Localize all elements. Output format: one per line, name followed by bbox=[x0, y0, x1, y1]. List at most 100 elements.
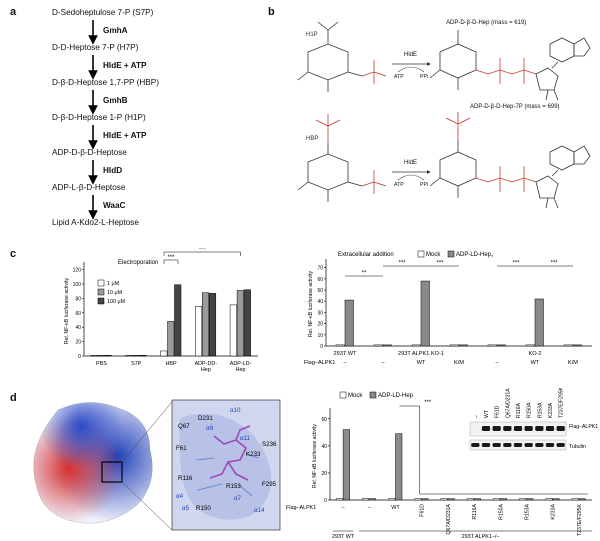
protein-surface bbox=[33, 401, 173, 531]
bar bbox=[473, 498, 481, 501]
blot-band bbox=[513, 443, 523, 447]
panel-label-c: c bbox=[10, 248, 17, 260]
significance-label: *** bbox=[512, 261, 520, 267]
bar bbox=[458, 344, 468, 347]
residue-label: α11 bbox=[240, 435, 251, 442]
bar bbox=[243, 289, 251, 357]
bar bbox=[160, 350, 168, 357]
blot-lane-label: WT bbox=[484, 410, 490, 418]
legend-swatch bbox=[447, 250, 455, 258]
blot-band bbox=[535, 443, 544, 447]
bar bbox=[534, 298, 544, 347]
panel-label-d: d bbox=[10, 392, 17, 404]
significance-label: *** bbox=[550, 261, 558, 267]
bar bbox=[209, 293, 217, 357]
legend-label: Mock bbox=[426, 252, 441, 258]
blot-row-label: Flag–ALPK1 bbox=[569, 424, 598, 430]
bar bbox=[487, 344, 497, 347]
category-label: ADP-DD- bbox=[195, 361, 218, 367]
bar bbox=[496, 344, 506, 347]
bar bbox=[563, 344, 573, 347]
flag-label: – bbox=[343, 360, 347, 366]
blot-lane-label: K233A bbox=[548, 402, 554, 418]
blot-band bbox=[481, 426, 491, 431]
enzyme-label: HldE bbox=[404, 160, 418, 166]
category-label: PBS bbox=[96, 361, 107, 367]
blot-band bbox=[524, 426, 533, 431]
residue-label: F61 bbox=[176, 445, 187, 452]
flag-label: K233A bbox=[551, 503, 557, 519]
significance-label: *** bbox=[398, 261, 406, 267]
blot-band bbox=[471, 443, 480, 447]
y-tick-label: 0 bbox=[324, 498, 327, 504]
cofactor-label: PPi bbox=[420, 74, 429, 80]
chart-annotation: Electroporation bbox=[118, 260, 158, 266]
bar bbox=[526, 498, 534, 501]
y-tick-label: 0 bbox=[320, 344, 323, 350]
bar bbox=[447, 498, 455, 501]
flag-row-label: Flag–ALPK1 bbox=[286, 505, 316, 511]
pathway-step: D-β-D-Heptose 1,7-PP (HBP) bbox=[52, 78, 159, 87]
residue-label: α7 bbox=[234, 495, 242, 502]
y-axis-label: Rel. NF-κB luciferase activity bbox=[312, 424, 318, 488]
residue-label: F295 bbox=[262, 481, 277, 488]
flag-label: K/M bbox=[454, 360, 464, 366]
category-label: S7P bbox=[131, 361, 142, 367]
residue-label: R153 bbox=[226, 483, 241, 490]
bar bbox=[552, 498, 560, 501]
cell-label: KO-2 bbox=[528, 351, 541, 357]
bar bbox=[449, 344, 459, 347]
blot-band bbox=[481, 443, 491, 447]
residue-label: R150 bbox=[196, 505, 211, 512]
category-label: ADP-LD- bbox=[230, 361, 252, 367]
bar bbox=[440, 498, 448, 501]
significance-label: *** bbox=[424, 400, 432, 406]
flag-label: T237E/F295K bbox=[577, 503, 583, 536]
bar bbox=[335, 498, 343, 501]
bar bbox=[335, 344, 345, 347]
y-tick-label: 20 bbox=[75, 340, 81, 346]
blot-band bbox=[503, 443, 512, 447]
y-tick-label: 100 bbox=[73, 282, 82, 288]
blot-band bbox=[492, 426, 501, 431]
legend-swatch bbox=[369, 391, 377, 399]
bar bbox=[202, 292, 210, 357]
pathway-arrows bbox=[88, 20, 98, 220]
significance-bracket bbox=[399, 405, 588, 495]
bar bbox=[421, 498, 429, 501]
y-tick-label: 80 bbox=[75, 296, 81, 302]
y-tick-label: 40 bbox=[321, 444, 327, 450]
enzyme-label: HldE + ATP bbox=[103, 61, 147, 70]
category-label: HBP bbox=[165, 361, 176, 367]
residue-label: D231 bbox=[198, 415, 213, 422]
bar bbox=[342, 429, 350, 501]
enzyme-label: HldD bbox=[103, 166, 123, 175]
panel-label-b: b bbox=[268, 6, 275, 18]
significance-label: *** bbox=[436, 261, 444, 267]
blot-band bbox=[556, 426, 565, 431]
residue-label: Q67 bbox=[178, 423, 190, 430]
cofactor-label: ATP bbox=[394, 182, 404, 188]
flag-label: Q67A/D231A bbox=[446, 503, 452, 534]
flag-label: K/M bbox=[568, 360, 578, 366]
legend-label: 10 μM bbox=[107, 290, 123, 296]
bar bbox=[195, 306, 203, 357]
bar bbox=[414, 498, 422, 501]
bar bbox=[525, 344, 535, 347]
adp-hep-structure bbox=[429, 30, 591, 101]
enzyme-label: HldE + ATP bbox=[103, 131, 147, 140]
panel-label-a: a bbox=[10, 6, 17, 18]
y-tick-label: 70 bbox=[317, 266, 323, 272]
category-label: Hep bbox=[201, 367, 211, 373]
y-tick-label: 30 bbox=[317, 310, 323, 316]
legend-label: ADP-LD-Hep bbox=[378, 393, 414, 399]
y-tick-label: 40 bbox=[317, 299, 323, 305]
pathway-step: Lipid A-Kdo2-L-Heptose bbox=[52, 218, 139, 227]
bar bbox=[373, 344, 383, 347]
flag-label: WT bbox=[531, 360, 540, 366]
flag-label: – bbox=[342, 505, 345, 511]
legend-swatch bbox=[97, 288, 105, 296]
bar bbox=[229, 304, 237, 357]
pathway-step: ADP-L-β-D-Heptose bbox=[52, 183, 126, 192]
